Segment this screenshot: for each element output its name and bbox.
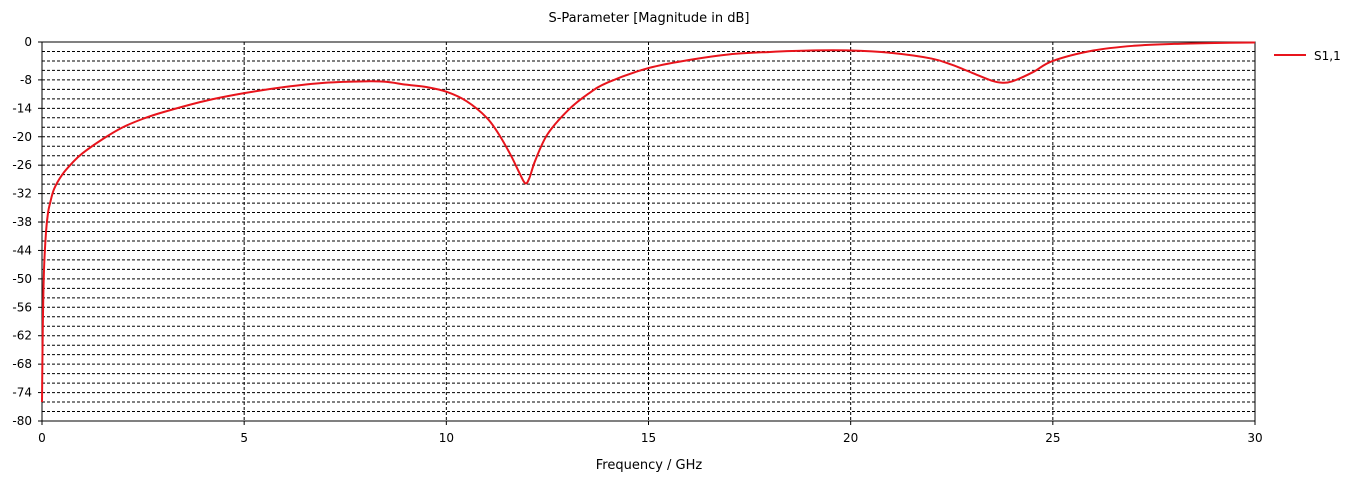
y-tick-label: -50 — [12, 272, 32, 286]
x-tick-label: 5 — [240, 431, 248, 445]
tick-labels: 0 -8 -14 -20 -26 -32 -38 -44 -50 -56 -62 -68 -74 -80 0… — [12, 35, 1262, 445]
y-tick-label: -68 — [12, 357, 32, 371]
legend-label-s11: S1,1 — [1314, 49, 1341, 63]
x-tick-label: 25 — [1045, 431, 1060, 445]
x-axis-label: Frequency / GHz — [596, 458, 703, 473]
grid-lines — [42, 42, 1255, 421]
x-tick-label: 30 — [1247, 431, 1262, 445]
x-tick-label: 20 — [843, 431, 858, 445]
series-layer — [41, 41, 1256, 403]
y-tick-label: -38 — [12, 215, 32, 229]
x-tick-label: 15 — [641, 431, 656, 445]
y-tick-label: -32 — [12, 187, 32, 201]
series-line-0 — [41, 41, 1256, 403]
x-tick-label: 10 — [439, 431, 454, 445]
x-tick-label: 0 — [38, 431, 46, 445]
y-tick-label: -44 — [12, 243, 32, 257]
y-tick-label: -80 — [12, 414, 32, 428]
y-tick-label: -8 — [20, 73, 32, 87]
y-tick-label: 0 — [24, 35, 32, 49]
legend: S1,1 — [1274, 49, 1341, 63]
y-tick-label: -62 — [12, 329, 32, 343]
chart-title: S-Parameter [Magnitude in dB] — [548, 11, 749, 26]
y-tick-label: -20 — [12, 130, 32, 144]
y-tick-label: -14 — [12, 101, 32, 115]
y-tick-label: -56 — [12, 300, 32, 314]
y-tick-label: -74 — [12, 386, 32, 400]
y-tick-label: -26 — [12, 158, 32, 172]
